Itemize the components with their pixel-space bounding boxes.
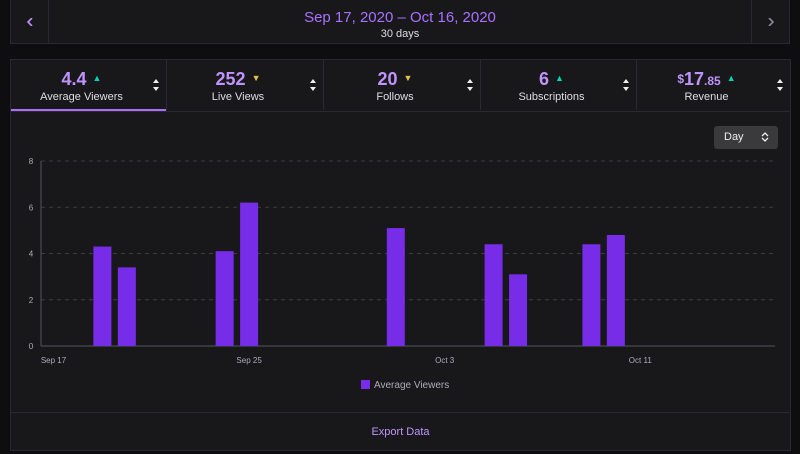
metric-value: 20 [377, 69, 398, 89]
metric-value: 6 [539, 69, 550, 89]
chart-bar [606, 235, 625, 346]
chart-bar [386, 228, 405, 346]
export-data-button[interactable]: Export Data [11, 412, 790, 451]
chart-bar [240, 202, 259, 346]
currency-symbol: $ [677, 72, 685, 86]
chart-bar [215, 251, 234, 346]
chevron-left-icon [26, 18, 33, 26]
chart-bar [582, 244, 601, 346]
x-tick-label: Oct 3 [435, 356, 455, 365]
metric-value: 4.4 [61, 69, 87, 89]
metric-value: 252 [215, 69, 246, 89]
chart-bar [509, 274, 528, 346]
trend-neutral-icon: ▼ [251, 73, 261, 83]
trend-up-icon: ▲ [92, 73, 102, 83]
chart-bar [93, 246, 112, 346]
granularity-select[interactable]: Day [714, 126, 778, 149]
x-tick-label: Sep 17 [41, 356, 67, 365]
metric-tab-follows[interactable]: 20 ▼ Follows [324, 60, 481, 110]
y-tick-label: 4 [29, 250, 34, 259]
chevron-right-icon [767, 18, 774, 26]
sort-icon[interactable] [466, 78, 474, 92]
sort-icon[interactable] [309, 78, 317, 92]
y-tick-label: 8 [29, 157, 34, 166]
metric-label: Live Views [211, 91, 265, 103]
date-range-period: 30 days [380, 28, 420, 40]
metric-tab-average-viewers[interactable]: 4.4 ▲ Average Viewers [11, 60, 167, 111]
date-range-bar: Sep 17, 2020 – Oct 16, 2020 30 days [10, 0, 790, 44]
metric-label: Subscriptions [518, 91, 585, 103]
metric-tab-revenue[interactable]: $17.85 ▲ Revenue [637, 60, 790, 110]
legend-swatch [361, 380, 370, 389]
date-range-title[interactable]: Sep 17, 2020 – Oct 16, 2020 [304, 9, 496, 26]
metric-label: Average Viewers [40, 91, 123, 103]
chart-bar [117, 267, 136, 346]
granularity-value: Day [724, 131, 744, 143]
x-tick-label: Sep 25 [236, 356, 262, 365]
trend-neutral-icon: ▼ [403, 73, 413, 83]
y-tick-label: 2 [29, 296, 34, 305]
metric-value: 17 [684, 69, 705, 89]
trend-up-icon: ▲ [555, 73, 564, 83]
metric-tabs: 4.4 ▲ Average Viewers 252 ▼ Live Views 20 ▼… [11, 60, 790, 112]
trend-up-icon: ▲ [726, 73, 736, 83]
average-viewers-chart: 0 2 4 6 8 Sep 17 Sep 25 Oct 3 Oct 11 Average View… [29, 157, 775, 391]
chart-bar [484, 244, 503, 346]
sort-icon[interactable] [622, 78, 630, 92]
metric-label: Follows [376, 91, 414, 103]
metric-value-cents: .85 [704, 74, 721, 88]
metric-label: Revenue [684, 91, 729, 103]
sort-icon[interactable] [152, 78, 160, 92]
legend-label: Average Viewers [374, 380, 449, 391]
previous-period-button[interactable] [11, 0, 49, 44]
metric-tab-subscriptions[interactable]: 6 ▲ Subscriptions [481, 60, 637, 110]
sort-icon[interactable] [776, 78, 784, 92]
next-period-button[interactable] [751, 0, 789, 44]
y-tick-label: 6 [29, 203, 34, 212]
metric-tab-live-views[interactable]: 252 ▼ Live Views [167, 60, 324, 110]
select-arrows-icon [761, 132, 769, 142]
y-tick-label: 0 [29, 342, 34, 351]
x-tick-label: Oct 11 [629, 356, 653, 365]
analytics-panel: 4.4 ▲ Average Viewers 252 ▼ Live Views 20 ▼… [10, 59, 791, 451]
